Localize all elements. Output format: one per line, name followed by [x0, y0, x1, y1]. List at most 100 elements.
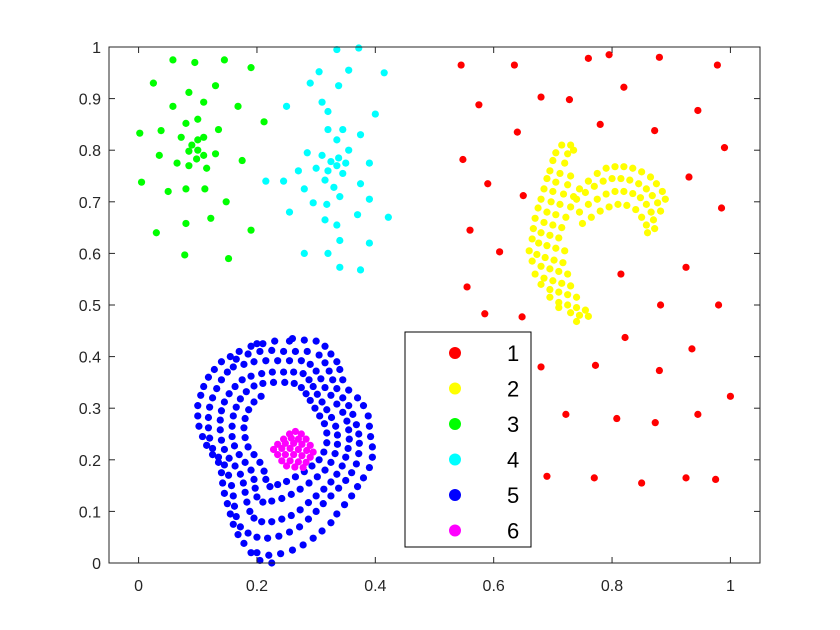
- data-point: [203, 441, 211, 449]
- data-point: [356, 180, 365, 188]
- data-point: [712, 475, 720, 484]
- data-point: [355, 430, 363, 438]
- data-point: [564, 150, 572, 158]
- data-point: [304, 499, 313, 507]
- data-point: [333, 45, 341, 54]
- data-point: [216, 426, 224, 434]
- data-point: [353, 483, 362, 491]
- data-point: [596, 120, 604, 128]
- data-point: [275, 532, 283, 540]
- data-point: [642, 185, 650, 193]
- data-point: [629, 164, 637, 172]
- data-point: [213, 384, 221, 393]
- data-point: [365, 159, 373, 167]
- data-point: [694, 410, 702, 418]
- data-point: [651, 126, 659, 135]
- data-point: [298, 440, 306, 448]
- data-point: [286, 444, 294, 453]
- data-point: [333, 162, 341, 170]
- data-point: [220, 56, 228, 64]
- data-point: [294, 458, 302, 466]
- data-point: [466, 226, 474, 234]
- data-point: [546, 285, 554, 294]
- data-point: [194, 412, 202, 420]
- legend-label: 2: [507, 377, 519, 402]
- data-point: [366, 432, 375, 441]
- plot-area: 0 0.2 0.4 0.6 0.8 1 0 0.1 0.2 0.3 0.4 0.5 0.6 0.7 0.8 0…: [79, 40, 761, 595]
- data-point: [315, 351, 323, 359]
- data-point: [591, 361, 600, 369]
- data-point: [599, 177, 607, 185]
- data-point: [216, 416, 224, 424]
- data-point: [234, 531, 242, 539]
- data-point: [552, 211, 560, 219]
- data-point: [540, 274, 548, 282]
- data-point: [214, 125, 223, 134]
- data-point: [194, 146, 202, 154]
- data-point: [229, 412, 237, 420]
- data-point: [244, 443, 252, 451]
- data-point: [217, 469, 226, 477]
- data-point: [510, 61, 518, 69]
- data-point: [291, 427, 300, 436]
- data-point: [535, 239, 543, 247]
- data-point: [342, 476, 350, 485]
- data-point: [549, 221, 557, 229]
- data-point: [253, 340, 261, 348]
- legend-label: 3: [507, 412, 519, 437]
- series-2: [525, 141, 669, 326]
- data-point: [309, 382, 317, 391]
- data-point: [246, 507, 254, 515]
- data-point: [302, 435, 310, 443]
- data-point: [459, 155, 467, 164]
- data-point: [352, 460, 360, 468]
- legend-marker: [449, 524, 461, 537]
- x-tick-label: 0.2: [246, 578, 268, 595]
- data-point: [342, 453, 350, 461]
- data-point: [646, 173, 655, 181]
- data-point: [496, 248, 504, 256]
- data-point: [258, 518, 266, 526]
- data-point: [338, 462, 346, 470]
- data-point: [256, 347, 264, 356]
- data-point: [242, 388, 250, 396]
- data-point: [319, 500, 327, 508]
- legend-label: 5: [507, 483, 519, 508]
- data-point: [238, 156, 246, 165]
- data-point: [602, 190, 610, 198]
- data-point: [345, 146, 353, 154]
- data-point: [642, 221, 650, 229]
- data-point: [613, 414, 621, 423]
- data-point: [552, 244, 560, 252]
- data-point: [305, 479, 313, 487]
- data-point: [587, 213, 595, 221]
- data-point: [277, 550, 285, 558]
- data-point: [309, 534, 317, 542]
- data-point: [300, 249, 308, 257]
- data-point: [232, 355, 240, 363]
- data-point: [327, 519, 335, 527]
- y-tick-label: 0.1: [79, 504, 101, 521]
- data-point: [188, 141, 196, 149]
- data-point: [353, 211, 362, 219]
- legend-box: [404, 331, 532, 548]
- data-point: [559, 259, 567, 267]
- data-point: [562, 410, 570, 418]
- data-point: [285, 528, 294, 536]
- data-point: [203, 164, 211, 172]
- data-point: [200, 98, 208, 106]
- x-tick-label: 0.4: [364, 578, 386, 595]
- data-point: [324, 107, 332, 116]
- data-point: [297, 357, 305, 365]
- data-point: [325, 367, 333, 375]
- data-point: [575, 185, 584, 193]
- data-point: [241, 488, 249, 496]
- data-point: [558, 224, 566, 232]
- data-point: [306, 360, 314, 368]
- data-point: [575, 311, 584, 319]
- data-point: [682, 263, 690, 271]
- data-point: [531, 214, 539, 222]
- data-point: [327, 492, 335, 500]
- data-point: [321, 466, 329, 474]
- data-point: [380, 69, 388, 77]
